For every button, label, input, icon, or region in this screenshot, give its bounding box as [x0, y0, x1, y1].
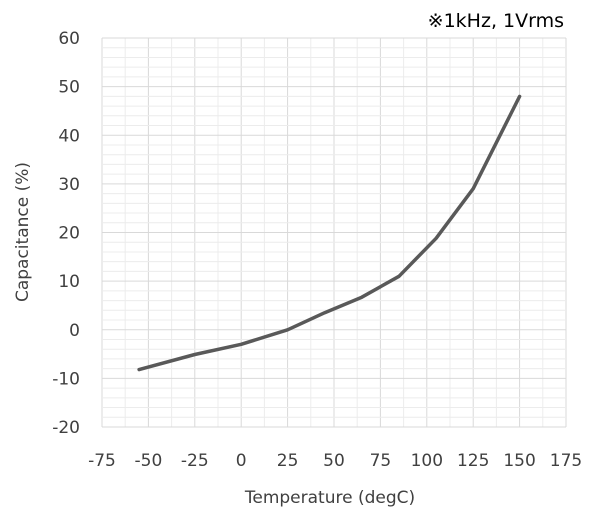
series-line: [137, 94, 522, 372]
chart-annotation: ※1kHz, 1Vrms: [428, 10, 564, 32]
y-tick-label: 20: [58, 224, 80, 244]
y-tick-label: 30: [58, 175, 80, 195]
y-axis-title: Capacitance (%): [13, 162, 33, 302]
x-tick-label: 50: [323, 451, 345, 471]
x-tick-label: -25: [181, 451, 209, 471]
x-tick-label: 175: [550, 451, 582, 471]
x-tick-label: 125: [457, 451, 489, 471]
y-tick-label: 10: [58, 272, 80, 292]
y-tick-label: 0: [69, 321, 80, 341]
y-tick-label: 50: [58, 78, 80, 98]
x-axis-title: Temperature (degC): [244, 488, 415, 508]
y-tick-label: -20: [52, 418, 80, 438]
x-tick-label: 100: [411, 451, 443, 471]
x-tick-label: 150: [503, 451, 535, 471]
x-tick-label: 25: [277, 451, 299, 471]
grid: [101, 37, 567, 428]
x-tick-label: 0: [236, 451, 247, 471]
x-tick-label: 75: [370, 451, 392, 471]
y-tick-label: 40: [58, 126, 80, 146]
y-tick-label: -10: [52, 369, 80, 389]
x-axis-ticks: -75 -50 -25 0 25 50 75 100 125 150 175: [88, 451, 582, 471]
y-axis-ticks: -20 -10 0 10 20 30 40 50 60: [52, 29, 80, 438]
series-layer: [137, 94, 522, 372]
y-tick-label: 60: [58, 29, 80, 49]
x-tick-label: -75: [88, 451, 116, 471]
x-tick-label: -50: [135, 451, 163, 471]
